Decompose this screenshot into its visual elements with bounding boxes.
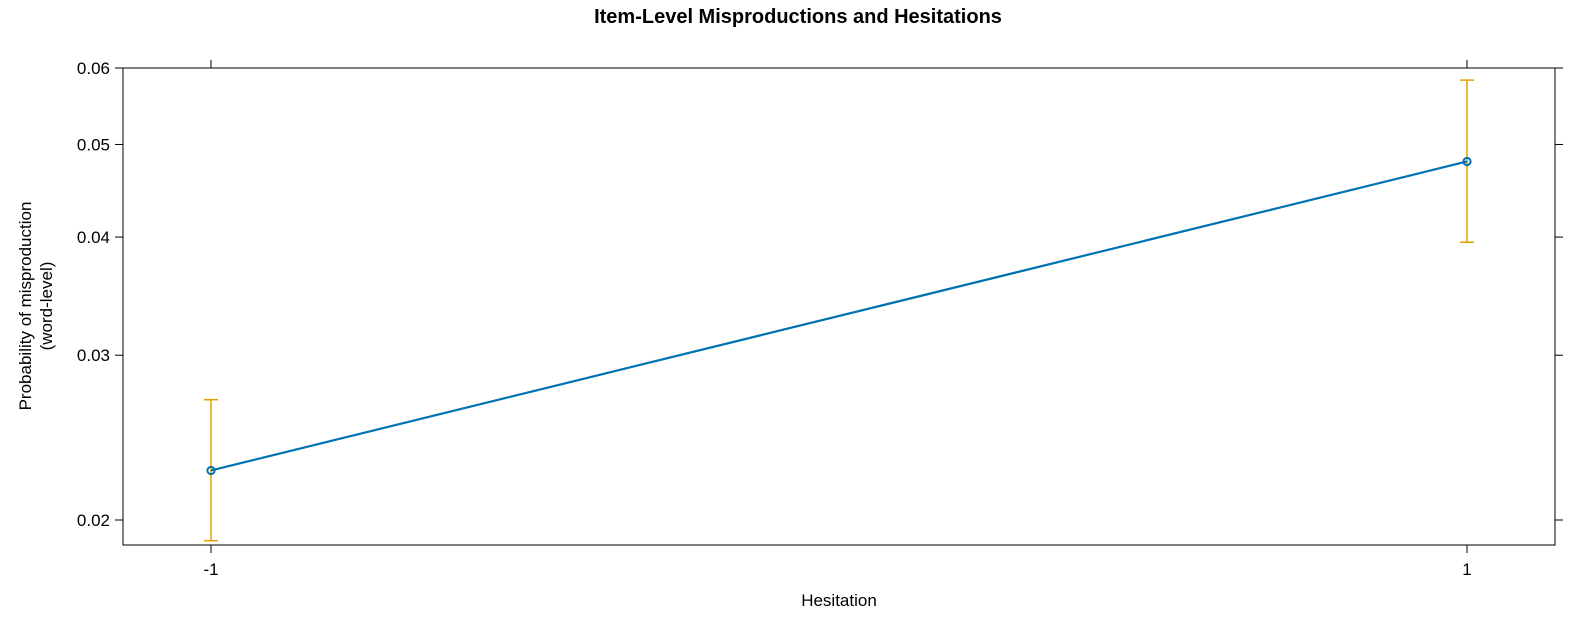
x-tick-label: 1 xyxy=(1462,560,1471,579)
chart-title: Item-Level Misproductions and Hesitation… xyxy=(594,6,1002,28)
data-point xyxy=(206,465,216,476)
data-point xyxy=(1462,156,1472,167)
x-axis-label: Hesitation xyxy=(801,591,877,610)
series-line xyxy=(210,160,1468,472)
y-tick-label: 0.06 xyxy=(77,59,110,78)
x-axis: -1 1 xyxy=(203,60,1472,579)
series-layer xyxy=(204,79,1474,542)
y-axis-label-line-1: Probability of misproduction xyxy=(16,202,35,411)
y-axis: 0.02 0.03 0.04 0.05 0.06 xyxy=(77,59,1563,530)
y-tick-label: 0.02 xyxy=(77,511,110,530)
y-axis-label: Probability of misproduction (word-level… xyxy=(16,202,56,411)
y-tick-label: 0.03 xyxy=(77,346,110,365)
y-tick-label: 0.05 xyxy=(77,135,110,154)
plot-frame xyxy=(122,67,1556,546)
y-axis-label-line-2: (word-level) xyxy=(37,262,56,351)
y-tick-label: 0.04 xyxy=(77,228,110,247)
x-tick-label: -1 xyxy=(203,560,218,579)
